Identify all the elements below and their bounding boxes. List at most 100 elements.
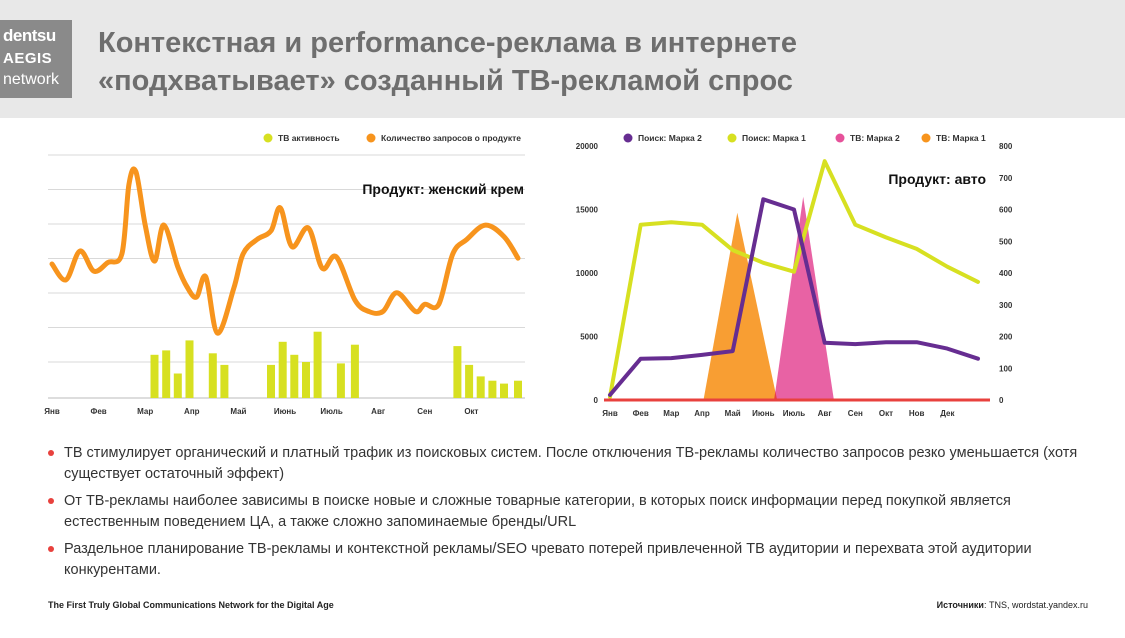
x-tick-label: Июль — [320, 407, 342, 416]
x-tick-label: Сен — [417, 407, 432, 416]
tv-activity-bar — [150, 354, 159, 398]
y-left-tick-label: 10000 — [576, 269, 599, 278]
bullet-dot — [48, 450, 54, 456]
bullet-text: ТВ стимулирует органический и платный тр… — [64, 445, 1078, 482]
tv-activity-bar — [336, 363, 345, 398]
tv-overlap-area — [774, 391, 778, 400]
y-right-tick-label: 500 — [999, 237, 1013, 246]
footer-sources: Источники: TNS, wordstat.yandex.ru — [937, 600, 1088, 610]
x-tick-label: Авг — [371, 407, 386, 416]
bullet-dot — [48, 498, 54, 504]
x-tick-label: Апр — [694, 409, 710, 418]
y-right-tick-label: 600 — [999, 206, 1013, 215]
search-brand2-line — [608, 197, 980, 397]
sources-label: Источники — [936, 600, 984, 610]
bullet-item: Раздельное планирование ТВ-рекламы и кон… — [48, 539, 1108, 581]
slide-title: Контекстная и performance-реклама в инте… — [98, 24, 797, 100]
tv-activity-bar — [514, 380, 522, 398]
bullet-item: От ТВ-рекламы наиболее зависимы в поиске… — [48, 491, 1108, 533]
legend-marker — [835, 133, 845, 143]
dentsu-aegis-logo: dentsu AEGIS network — [0, 20, 72, 98]
footer-tagline: The First Truly Global Communications Ne… — [48, 600, 334, 610]
legend-label: ТВ: Марка 1 — [936, 133, 986, 143]
x-tick-label: Май — [725, 409, 741, 418]
y-left-tick-label: 0 — [594, 396, 599, 405]
y-right-tick-label: 100 — [999, 364, 1013, 373]
legend-label: Поиск: Марка 2 — [638, 133, 702, 143]
x-tick-label: Авг — [818, 409, 833, 418]
x-tick-label: Июль — [783, 409, 805, 418]
logo-line-2: AEGIS — [3, 50, 53, 67]
tv-activity-bar — [278, 341, 287, 398]
tv-activity-bar — [350, 344, 359, 398]
logo-line-1: dentsu — [3, 26, 56, 45]
y-right-tick-label: 300 — [999, 301, 1013, 310]
legend-marker-queries — [366, 133, 376, 143]
y-left-tick-label: 5000 — [580, 333, 598, 342]
x-tick-label: Сен — [848, 409, 863, 418]
legend-label: Поиск: Марка 1 — [742, 133, 806, 143]
x-tick-label: Апр — [184, 407, 200, 416]
bullet-list: ТВ стимулирует органический и платный тр… — [48, 443, 1108, 587]
bullet-text: Раздельное планирование ТВ-рекламы и кон… — [64, 541, 1032, 578]
chart1-title: Продукт: женский крем — [362, 181, 524, 197]
x-tick-label: Июнь — [274, 407, 296, 416]
tv-activity-bar — [476, 376, 485, 398]
x-tick-label: Май — [230, 407, 246, 416]
tv-activity-bar — [488, 380, 497, 398]
y-right-tick-label: 800 — [999, 142, 1013, 151]
chart2-title: Продукт: авто — [888, 171, 986, 187]
x-tick-label: Янв — [602, 409, 618, 418]
tv-activity-bar — [290, 354, 299, 398]
chart-female-cream: Янв Фев Мар Апр Май Июнь Июль Авг Сен Окт ТВ актив… — [44, 133, 525, 416]
tv-activity-bar — [185, 340, 194, 398]
x-tick-label: Фев — [90, 407, 106, 416]
x-tick-label: Мар — [137, 407, 153, 416]
x-tick-label: Нов — [909, 409, 925, 418]
sources-text: : TNS, wordstat.yandex.ru — [983, 600, 1088, 610]
tv-activity-bar — [162, 350, 171, 398]
tv-activity-bar — [220, 364, 229, 398]
logo-line-3: network — [3, 71, 60, 88]
chart2-legend: Поиск: Марка 2 Поиск: Марка 1 ТВ: Марка 2 Т… — [623, 133, 986, 143]
x-tick-label: Дек — [940, 409, 955, 418]
legend-marker-tv-activity — [263, 133, 273, 143]
tv-activity-bar — [208, 353, 217, 398]
y-left-tick-label: 15000 — [576, 206, 599, 215]
legend-label: ТВ: Марка 2 — [850, 133, 900, 143]
tv-activity-bar — [500, 383, 508, 398]
header-band: dentsu AEGIS network Контекстная и perfo… — [0, 0, 1125, 118]
slide-title-line-1: Контекстная и performance-реклама в инте… — [98, 27, 797, 59]
y-left-tick-label: 20000 — [576, 142, 599, 151]
slide-title-line-2: «подхватывает» созданный ТВ-рекламой спр… — [98, 65, 793, 97]
x-tick-label: Окт — [879, 409, 893, 418]
y-right-tick-label: 200 — [999, 333, 1013, 342]
tv-activity-bar — [267, 364, 275, 398]
legend-marker — [727, 133, 737, 143]
tv-brand2-area — [774, 196, 834, 400]
bullet-text: От ТВ-рекламы наиболее зависимы в поиске… — [64, 493, 1011, 530]
tv-activity-bar — [313, 331, 322, 398]
tv-activity-bar — [302, 362, 310, 398]
y-right-tick-label: 700 — [999, 174, 1013, 183]
chart-auto: 0 5000 10000 15000 20000 0 100 200 300 400 500 600 7… — [576, 133, 1013, 418]
bullet-dot — [48, 546, 54, 552]
tv-activity-bar — [173, 373, 182, 398]
legend-marker — [623, 133, 633, 143]
x-tick-label: Окт — [464, 407, 478, 416]
x-tick-label: Мар — [663, 409, 679, 418]
bullet-item: ТВ стимулирует органический и платный тр… — [48, 443, 1108, 485]
legend-marker — [921, 133, 931, 143]
queries-line — [49, 166, 521, 336]
search-brand1-line — [608, 159, 980, 399]
chart1-legend: ТВ активность Количество запросов о проду… — [263, 133, 521, 143]
legend-label-queries: Количество запросов о продукте — [381, 133, 521, 143]
x-tick-label: Фев — [633, 409, 649, 418]
y-right-tick-label: 0 — [999, 396, 1004, 405]
x-tick-label: Июнь — [752, 409, 774, 418]
tv-activity-bar — [453, 346, 462, 398]
legend-label-tv-activity: ТВ активность — [278, 133, 340, 143]
tv-activity-bar — [465, 364, 474, 398]
y-right-tick-label: 400 — [999, 269, 1013, 278]
x-tick-label: Янв — [44, 407, 60, 416]
